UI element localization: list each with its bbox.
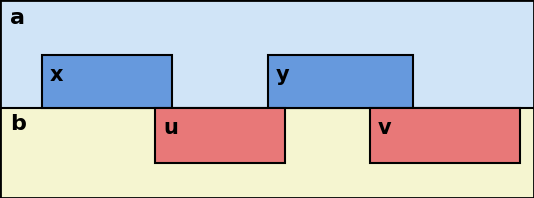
Bar <box>0 108 534 198</box>
Bar <box>0 0 534 108</box>
Text: a: a <box>10 8 25 28</box>
Text: x: x <box>50 65 64 85</box>
Text: y: y <box>276 65 289 85</box>
Text: v: v <box>378 118 391 138</box>
Bar <box>42 55 172 108</box>
Text: u: u <box>163 118 178 138</box>
Bar <box>370 108 520 163</box>
Text: b: b <box>10 114 26 134</box>
Bar <box>155 108 285 163</box>
Bar <box>268 55 413 108</box>
